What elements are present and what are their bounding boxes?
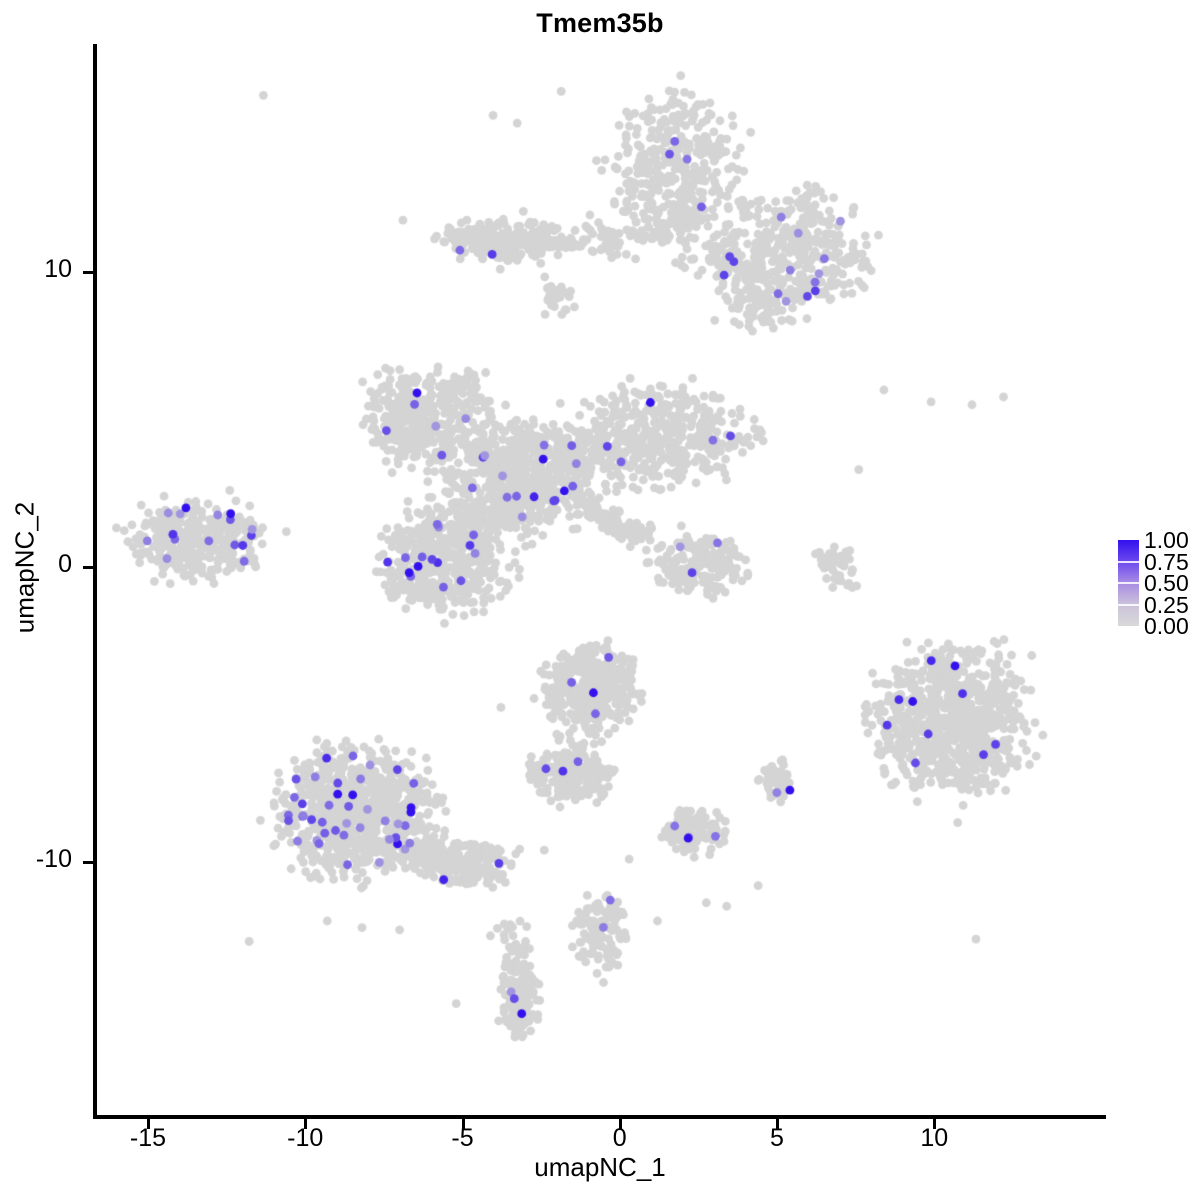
y-tick-mark xyxy=(83,271,93,274)
x-tick-label: -10 xyxy=(287,1124,324,1152)
legend-tick-mark xyxy=(1118,582,1139,584)
x-tick-mark xyxy=(776,1119,779,1129)
x-axis-line xyxy=(96,1115,1106,1119)
y-axis-label: umapNC_2 xyxy=(9,501,40,634)
legend-label: 1.00 xyxy=(1144,527,1189,553)
x-tick-label: -5 xyxy=(451,1124,474,1152)
x-tick-label: 5 xyxy=(770,1124,784,1152)
x-tick-mark xyxy=(618,1119,622,1129)
plot-panel xyxy=(96,44,1105,1117)
legend-label: 0.50 xyxy=(1144,570,1189,596)
x-tick-mark xyxy=(147,1119,150,1129)
x-tick-label: 10 xyxy=(920,1124,949,1152)
page-title: Tmem35b xyxy=(536,8,664,38)
y-tick-label: 10 xyxy=(44,255,72,283)
y-tick-mark xyxy=(83,861,93,864)
legend-label: 0.75 xyxy=(1144,548,1189,575)
legend-tick-mark xyxy=(1118,560,1139,563)
x-tick-label: -15 xyxy=(129,1124,167,1152)
y-tick-mark xyxy=(83,566,93,569)
y-tick-label: -10 xyxy=(35,845,72,873)
x-tick-mark xyxy=(461,1119,465,1129)
legend-label: 0.00 xyxy=(1144,613,1189,639)
x-tick-label: 0 xyxy=(612,1124,627,1152)
x-tick-mark xyxy=(304,1119,308,1129)
y-axis-line xyxy=(93,44,97,1119)
x-tick-mark xyxy=(933,1119,937,1129)
x-axis-label: umapNC_1 xyxy=(534,1152,666,1182)
legend-tick-mark xyxy=(1118,603,1139,606)
y-tick-label: 0 xyxy=(58,550,72,578)
color-legend: 1.00 0.75 0.50 0.25 0.00 xyxy=(1118,529,1200,638)
legend-label: 0.25 xyxy=(1144,591,1189,618)
